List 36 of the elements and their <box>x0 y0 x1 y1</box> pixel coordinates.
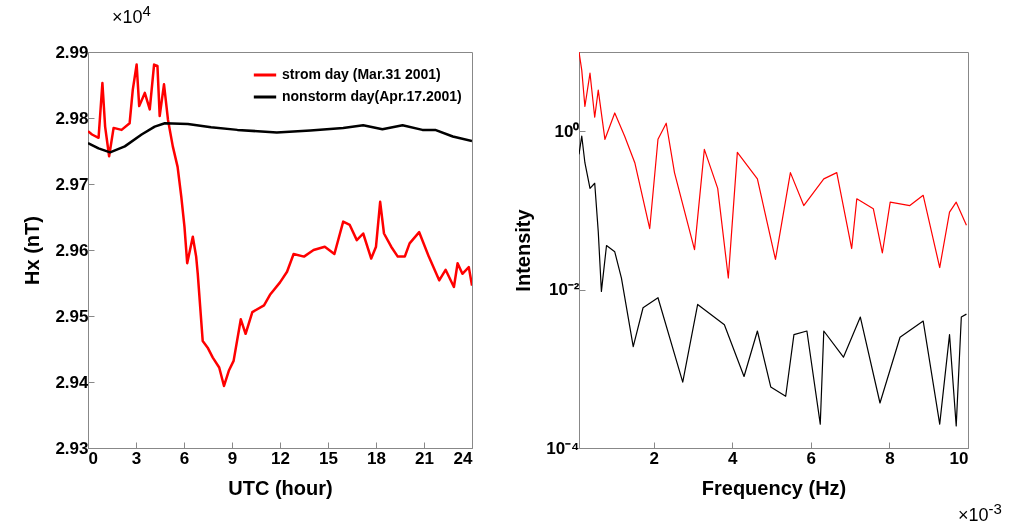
y-tick-label: 10⁰ <box>554 121 580 141</box>
text: ×10$^{-3}$ <box>958 500 1002 522</box>
legend-label: strom day (Mar.31 2001) <box>282 66 441 82</box>
text: ×10$^{4}$ <box>112 2 151 28</box>
y-tick-label: 2.97 <box>55 174 89 194</box>
x-axis-title: UTC (hour) <box>228 476 333 499</box>
legend-label: nonstorm day(Apr.17.2001) <box>282 88 462 104</box>
x-axis-title: Frequency (Hz) <box>701 476 847 499</box>
x-tick-label: 18 <box>367 448 386 468</box>
x-tick-label: 0 <box>88 448 98 468</box>
x-tick-label: 4 <box>728 448 739 468</box>
x-tick-label: 3 <box>131 448 142 468</box>
x-tick-label: 12 <box>271 448 290 468</box>
y-axis-title: Hx (nT) <box>21 216 44 285</box>
x-tick-label: 8 <box>885 448 895 468</box>
x-tick-label: 10 <box>949 448 969 468</box>
y-tick-label: 2.98 <box>55 108 89 128</box>
line-series <box>579 135 968 427</box>
y-tick-label: 2.94 <box>55 372 90 392</box>
x-tick-label: 9 <box>227 448 238 468</box>
x-tick-label: 6 <box>179 448 190 468</box>
x-tick-label: 6 <box>806 448 817 468</box>
y-tick-label: 10⁻⁴ <box>546 438 580 458</box>
x-tick-label: 21 <box>415 448 434 468</box>
line-series <box>579 52 968 279</box>
y-tick-label: 2.93 <box>55 438 89 458</box>
x-tick-label: 24 <box>453 448 474 468</box>
line-series <box>88 122 472 154</box>
y-tick-label: 2.95 <box>55 306 89 326</box>
y-tick-label: 2.96 <box>55 240 89 260</box>
y-tick-label: 2.99 <box>55 42 89 62</box>
y-tick-label: 10⁻² <box>548 280 580 300</box>
line-series <box>88 63 472 388</box>
x-tick-label: 2 <box>649 448 659 468</box>
x-tick-label: 15 <box>319 448 338 468</box>
y-axis-title: Intensity <box>512 208 535 292</box>
